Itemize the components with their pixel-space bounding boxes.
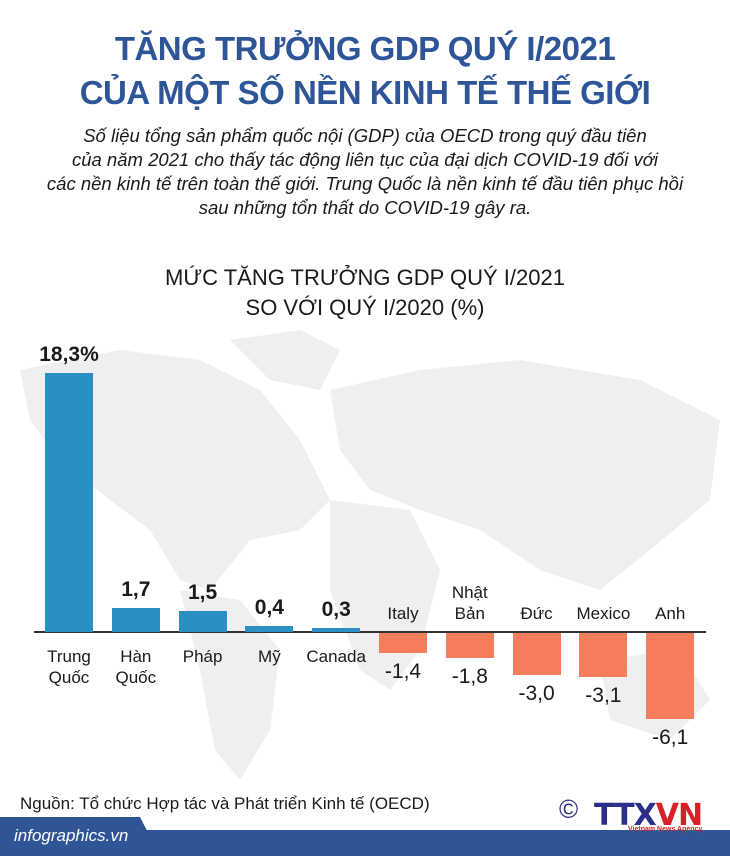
- bar-8: [579, 633, 628, 677]
- bar-value-label: -3,0: [518, 682, 555, 706]
- category-label: Mỹ: [258, 647, 281, 666]
- page-title-line1: TĂNG TRƯỞNG GDP QUÝ I/2021: [114, 30, 616, 67]
- bar-9: [646, 633, 695, 720]
- category-label: Canada: [306, 647, 366, 666]
- category-label: Hàn Quốc: [115, 647, 157, 687]
- category-label: Italy: [387, 604, 419, 623]
- bar-value-label: -1,8: [451, 665, 488, 689]
- intro-line: các nền kinh tế trên toàn thế giới. Trun…: [46, 173, 684, 194]
- ttxvn-logo: TTXVN: [594, 798, 703, 833]
- bar-value-label: 18,3%: [39, 343, 99, 367]
- intro-paragraph: Số liệu tổng sản phẩm quốc nội (GDP) của…: [20, 124, 710, 220]
- bar-value-label: -1,4: [384, 659, 422, 683]
- bar-chart: 18,3% Trung Quốc 1,7 Hàn Quốc 1,5 Pháp 0,4 Mỹ 0,3 C…: [34, 343, 706, 750]
- page-title-line2: CỦA MỘT SỐ NỀN KINH TẾ THẾ GIỚI: [79, 74, 651, 111]
- intro-line: Số liệu tổng sản phẩm quốc nội (GDP) của…: [83, 125, 647, 146]
- bar-6: [445, 633, 494, 659]
- category-label: Trung Quốc: [47, 647, 91, 687]
- logo-text: TTX: [594, 798, 657, 833]
- logo-text-red: VN: [655, 798, 703, 833]
- chart-title-line1: MỨC TĂNG TRƯỞNG GDP QUÝ I/2021: [165, 265, 565, 290]
- copyright-icon: ©: [559, 794, 579, 824]
- bar-0: [45, 373, 93, 632]
- bar-5: [379, 633, 427, 653]
- chart-subtitle: SO VỚI QUÝ I/2020 (%): [245, 295, 485, 320]
- bar-value-label: 1,5: [187, 580, 218, 604]
- zero-axis-line: [34, 631, 706, 633]
- category-label: Anh: [655, 604, 686, 623]
- category-label: Nhật Bản: [451, 583, 488, 623]
- bar-7: [512, 633, 561, 676]
- bar-2: [178, 610, 227, 632]
- category-label: Đức: [520, 604, 553, 623]
- bar-value-label: -6,1: [652, 726, 689, 750]
- bar-value-label: -3,1: [585, 683, 622, 707]
- site-link[interactable]: infographics.vn: [14, 826, 129, 845]
- bar-value-label: 1,7: [121, 577, 151, 601]
- intro-line: sau những tổn thất do COVID-19 gây ra.: [198, 197, 532, 218]
- bar-1: [111, 607, 160, 632]
- logo-tagline: Vietnam News Agency: [628, 826, 703, 833]
- intro-line: của năm 2021 cho thấy tác động liên tục …: [71, 149, 659, 170]
- footer-site-tab: [0, 817, 150, 856]
- category-label: Mexico: [576, 604, 631, 623]
- bar-4: [312, 627, 361, 632]
- category-label: Pháp: [182, 647, 223, 666]
- chart-title: MỨC TĂNG TRƯỞNG GDP QUÝ I/2021 SO VỚI QU…: [0, 263, 730, 323]
- world-map-background: [20, 330, 720, 780]
- bar-3: [245, 626, 294, 632]
- bar-value-label: 0,4: [254, 596, 284, 620]
- bar-value-label: 0,3: [321, 597, 351, 621]
- source-note: Nguồn: Tổ chức Hợp tác và Phát triển Kin…: [20, 794, 430, 813]
